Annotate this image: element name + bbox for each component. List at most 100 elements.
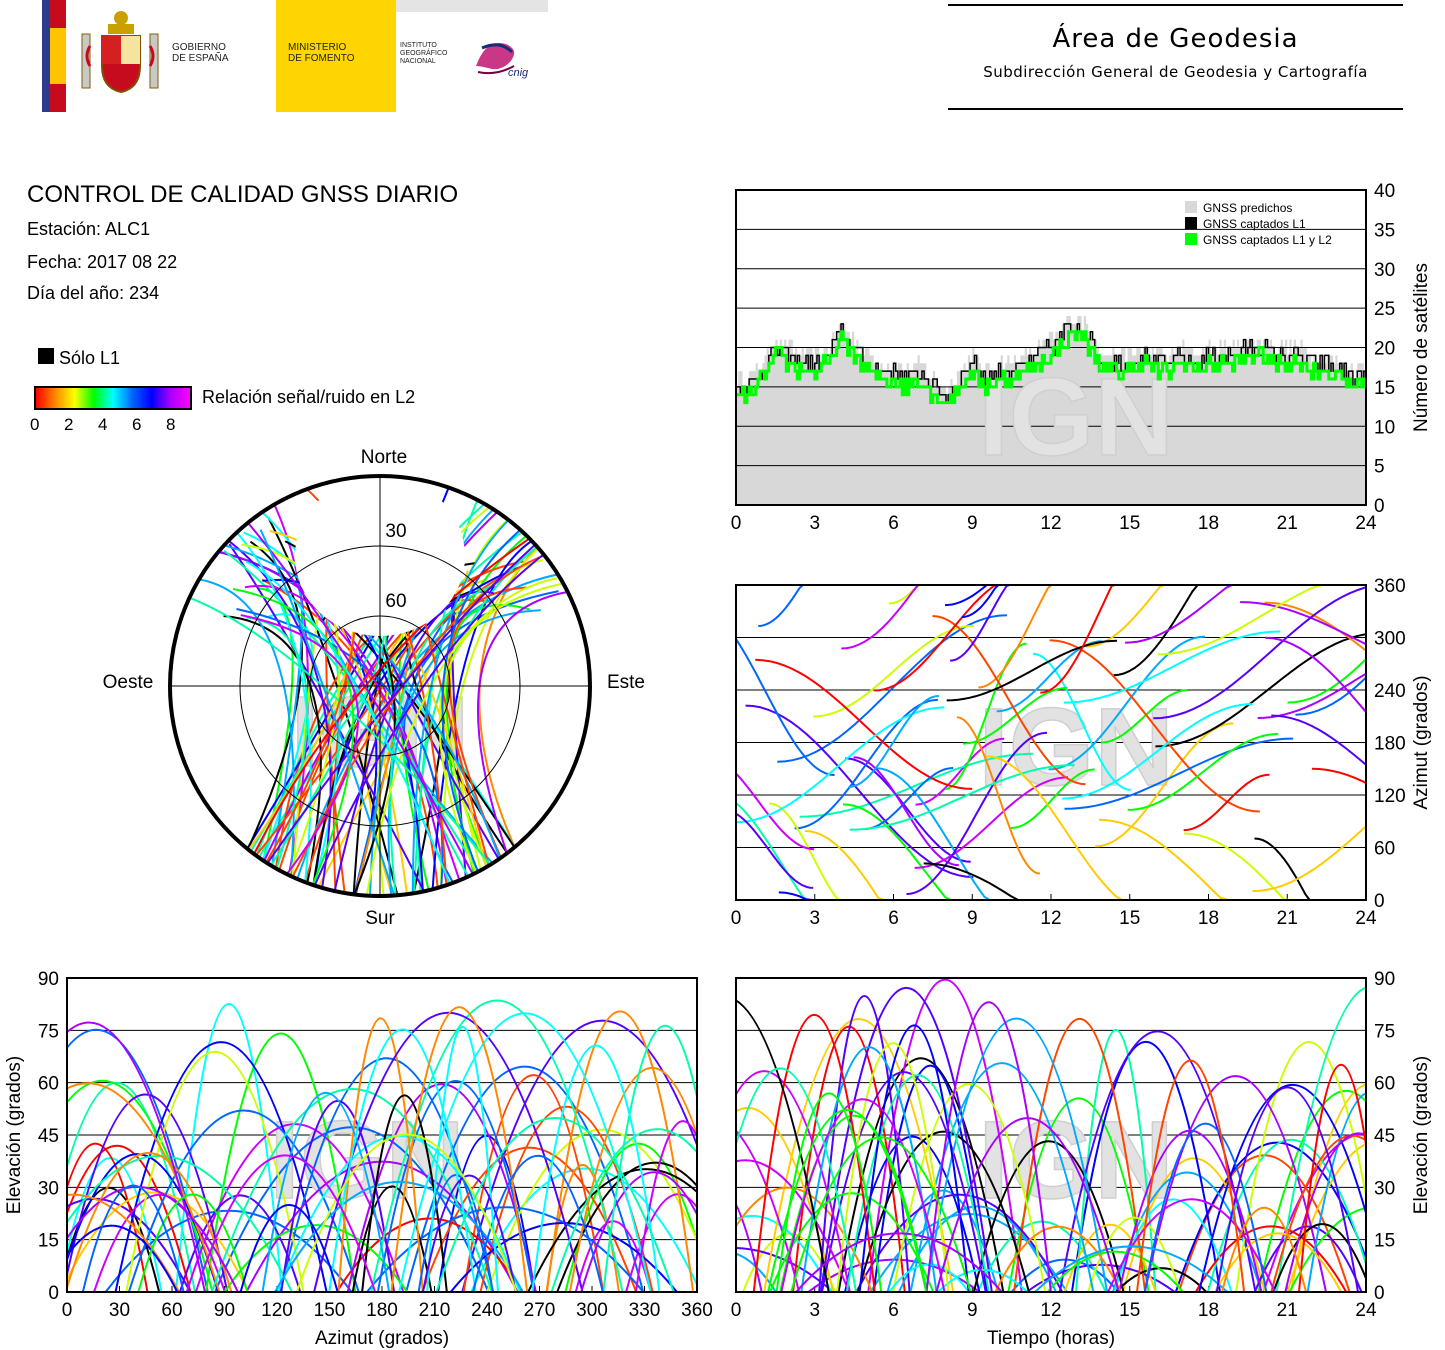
elevation-time-track xyxy=(909,1062,1095,1292)
x-tick-label: 3 xyxy=(809,1300,820,1321)
legend-swatch xyxy=(1185,217,1197,229)
azimuth-track xyxy=(736,706,945,824)
x-tick-label: 210 xyxy=(419,1300,451,1321)
azimuth-track xyxy=(1240,601,1366,646)
x-tick-label: 9 xyxy=(967,908,978,929)
elevation-track xyxy=(398,1012,652,1292)
elevation-track xyxy=(486,1128,697,1292)
skyplot-track xyxy=(243,514,570,896)
elevation-track xyxy=(550,1128,697,1292)
x-tick-label: 21 xyxy=(1277,1300,1298,1321)
elevation-time-track xyxy=(1215,1086,1360,1292)
elevation-time-track xyxy=(736,1067,857,1292)
azimuth-track xyxy=(1311,767,1366,785)
y-tick-label: 25 xyxy=(1374,299,1395,320)
elevation-time-track xyxy=(872,1064,988,1292)
y-tick-label: 20 xyxy=(1374,339,1395,360)
elevation-time-track xyxy=(994,1225,1122,1292)
azimuth-tracks xyxy=(736,585,1366,900)
azimuth-track xyxy=(944,585,1050,607)
azimuth-track xyxy=(853,756,959,867)
elevation-time-track xyxy=(1135,1059,1246,1292)
elevation-track xyxy=(370,999,624,1292)
azimuth-track xyxy=(946,639,1118,702)
azimuth-track xyxy=(1048,635,1206,771)
azimuth-track xyxy=(944,642,1027,791)
y-tick-label: 45 xyxy=(1374,1126,1395,1147)
elevation-time-track xyxy=(767,1108,928,1292)
skyplot-chart: IGN Norte Sur Oeste Este 30 60 xyxy=(103,447,645,929)
y-tick-label: 60 xyxy=(38,1074,59,1095)
elevation-time-track xyxy=(780,1098,946,1292)
azimuth-track xyxy=(906,731,1048,896)
y-tick-label: 60 xyxy=(1374,839,1395,860)
elevation-time-track xyxy=(775,1092,883,1292)
azimuth-track xyxy=(1032,652,1131,791)
x-tick-label: 24 xyxy=(1355,908,1377,929)
elevation-track xyxy=(405,1065,645,1292)
x-tick-label: 15 xyxy=(1119,1300,1140,1321)
elevation-time-track xyxy=(1275,986,1366,1292)
azimuth-track xyxy=(1113,585,1272,677)
skyplot-track xyxy=(244,584,466,896)
elevation-track xyxy=(67,1193,181,1292)
x-tick-label: 120 xyxy=(261,1300,293,1321)
snr-label: Relación señal/ruido en L2 xyxy=(202,387,416,407)
azimuth-track xyxy=(1183,832,1366,900)
elevation-time-tracks xyxy=(736,978,1366,1292)
elevation-time-track xyxy=(1286,1143,1366,1292)
elevation-track xyxy=(531,1044,661,1292)
legend-entry: GNSS captados L1 y L2 xyxy=(1203,233,1332,247)
x-tick-label: 18 xyxy=(1198,908,1219,929)
skyplot-track xyxy=(365,577,558,896)
skyplot-track xyxy=(184,595,517,896)
azimuth-track xyxy=(1086,585,1225,648)
x-tick-label: 12 xyxy=(1040,908,1061,929)
plot-border xyxy=(735,977,1367,1293)
elevation-track xyxy=(239,1204,339,1292)
logo-block: GOBIERNO DE ESPAÑA MINISTERIO DE FOMENTO… xyxy=(42,0,548,112)
azimuth-track xyxy=(1257,672,1366,719)
azimuth-track xyxy=(842,803,1014,900)
elevation-time-track xyxy=(1270,1134,1366,1292)
elevation-azimuth-tracks xyxy=(67,999,697,1292)
skyplot-ring-60-label: 60 xyxy=(385,591,406,612)
elevation-time-track xyxy=(837,1057,1005,1292)
azimuth-track xyxy=(978,585,1088,689)
elevation-azimuth-chart: 0 30 60 90 120 150 180 210 240 270 300 330 360 0 15 30 4… xyxy=(4,969,713,1349)
x-axis-label: Azimut (grados) xyxy=(315,1328,449,1349)
azimuth-track xyxy=(961,585,1072,619)
elevation-track xyxy=(435,1116,675,1292)
elevation-track xyxy=(545,1010,695,1292)
x-tick-label: 3 xyxy=(809,908,820,929)
elevation-track xyxy=(137,1193,249,1292)
elevation-time-track xyxy=(1107,1198,1276,1292)
ministry-label: MINISTERIO DE FOMENTO xyxy=(288,42,355,64)
elevation-time-track xyxy=(1063,1224,1157,1292)
azimuth-track xyxy=(736,801,858,900)
skyplot-grid xyxy=(168,474,592,898)
elevation-time-track xyxy=(1046,1250,1184,1292)
elevation-time-track xyxy=(1007,1097,1150,1292)
elevation-track xyxy=(295,1133,518,1292)
azimuth-track xyxy=(1265,636,1366,714)
snr-tick: 2 xyxy=(64,415,74,434)
elevation-time-track xyxy=(736,1159,850,1292)
x-tick-label: 0 xyxy=(62,1300,73,1321)
azimuth-track xyxy=(1254,837,1366,900)
watermark-text: IGN xyxy=(978,686,1174,809)
elevation-time-track xyxy=(1221,1206,1307,1292)
x-tick-label: 18 xyxy=(1198,1300,1219,1321)
elevation-track xyxy=(67,1191,249,1292)
skyplot-track xyxy=(233,525,549,896)
x-tick-label: 180 xyxy=(366,1300,398,1321)
elevation-track xyxy=(67,1082,221,1292)
elevation-track xyxy=(421,1174,517,1292)
skyplot-track xyxy=(332,590,495,896)
x-tick-label: 270 xyxy=(524,1300,556,1321)
elevation-track xyxy=(67,1029,209,1292)
azimuth-track xyxy=(985,755,1150,900)
